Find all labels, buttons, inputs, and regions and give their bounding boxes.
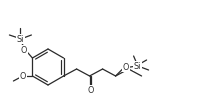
Text: Si: Si	[17, 35, 24, 44]
Text: O: O	[21, 46, 27, 55]
Text: O: O	[122, 62, 129, 71]
Text: O: O	[20, 71, 26, 80]
Text: Si: Si	[134, 61, 141, 70]
Text: O: O	[87, 85, 94, 94]
